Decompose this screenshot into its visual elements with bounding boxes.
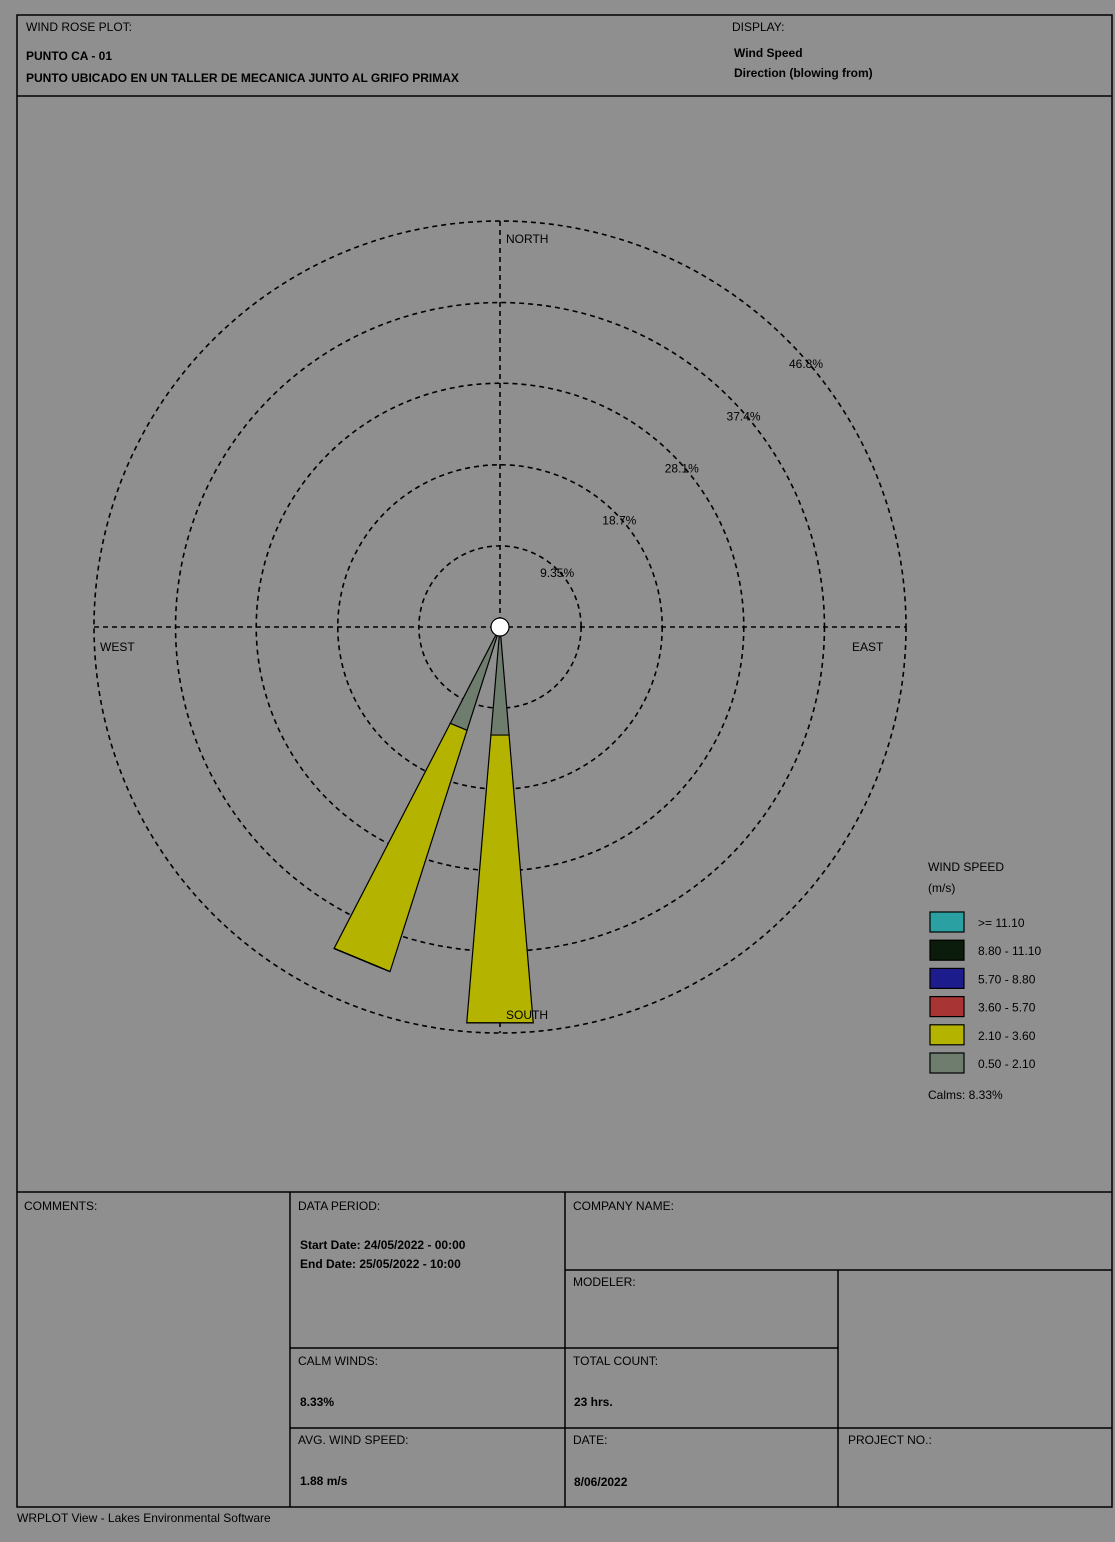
legend-swatch [929,967,965,990]
cell-label: DATA PERIOD: [298,1199,380,1213]
ring-label: 37.4% [727,409,761,423]
subtitle: PUNTO UBICADO EN UN TALLER DE MECANICA J… [26,71,459,85]
legend: 0.50 - 2.10 2.10 - 3.60 3.60 - 5.70 5.70 - … [929,911,1041,1074]
legend-title: WIND SPEED [928,860,1004,874]
footer: WRPLOT View - Lakes Environmental Softwa… [17,1511,271,1525]
ring-label: 28.1% [665,461,699,475]
legend-swatch [929,939,965,961]
calms: Calms: 8.33% [928,1088,1003,1102]
legend-unit: (m/s) [928,881,955,895]
display-line: Direction (blowing from) [734,66,873,80]
legend-label: 0.50 - 2.10 [978,1057,1036,1071]
legend-label: >= 11.10 [978,916,1025,930]
compass-label: SOUTH [506,1008,548,1022]
ring-label: 9.35% [540,566,574,580]
info-table: COMMENTS: DATA PERIOD: Start Date: 24/05… [17,1191,1112,1507]
cell-value: 8.33% [300,1395,334,1409]
cell-value: End Date: 25/05/2022 - 10:00 [300,1257,461,1271]
hub [490,617,510,637]
cell-label: DATE: [573,1433,607,1447]
cell-value: Start Date: 24/05/2022 - 00:00 [300,1238,466,1252]
petal-segment [333,947,391,973]
wind-rose: 9.35% 18.7% 28.1% 37.4% 46.8% [93,220,907,1034]
cell-value: 1.88 m/s [300,1474,348,1488]
plot-label: WIND ROSE PLOT: [26,20,132,34]
cell-label: CALM WINDS: [298,1354,378,1368]
display-line: Wind Speed [734,46,803,60]
cell-label: COMMENTS: [24,1199,97,1213]
cell-label: MODELER: [573,1275,636,1289]
cell-value: 23 hrs. [574,1395,613,1409]
cell-label: COMPANY NAME: [573,1199,674,1213]
legend-swatch [929,995,965,1018]
legend-swatch [929,1024,965,1046]
legend-swatch [929,1052,965,1074]
petal-segment [466,734,534,1024]
petal-segment [333,722,468,973]
ring-label: 18.7% [602,514,636,528]
display-label: DISPLAY: [732,20,784,34]
cell-label: TOTAL COUNT: [573,1354,658,1368]
cell-label: AVG. WIND SPEED: [298,1433,408,1447]
legend-label: 5.70 - 8.80 [978,972,1036,986]
cell-value: 8/06/2022 [574,1475,628,1489]
compass-label: WEST [100,640,135,654]
cell-label: PROJECT NO.: [848,1433,932,1447]
ring-label: 46.8% [789,357,823,371]
legend-label: 3.60 - 5.70 [978,1001,1036,1015]
compass-label: EAST [852,640,884,654]
legend-label: 8.80 - 11.10 [978,944,1041,958]
legend-label: 2.10 - 3.60 [978,1029,1036,1043]
compass-label: NORTH [506,232,548,246]
title: PUNTO CA - 01 [26,49,112,63]
legend-swatch [929,911,965,933]
